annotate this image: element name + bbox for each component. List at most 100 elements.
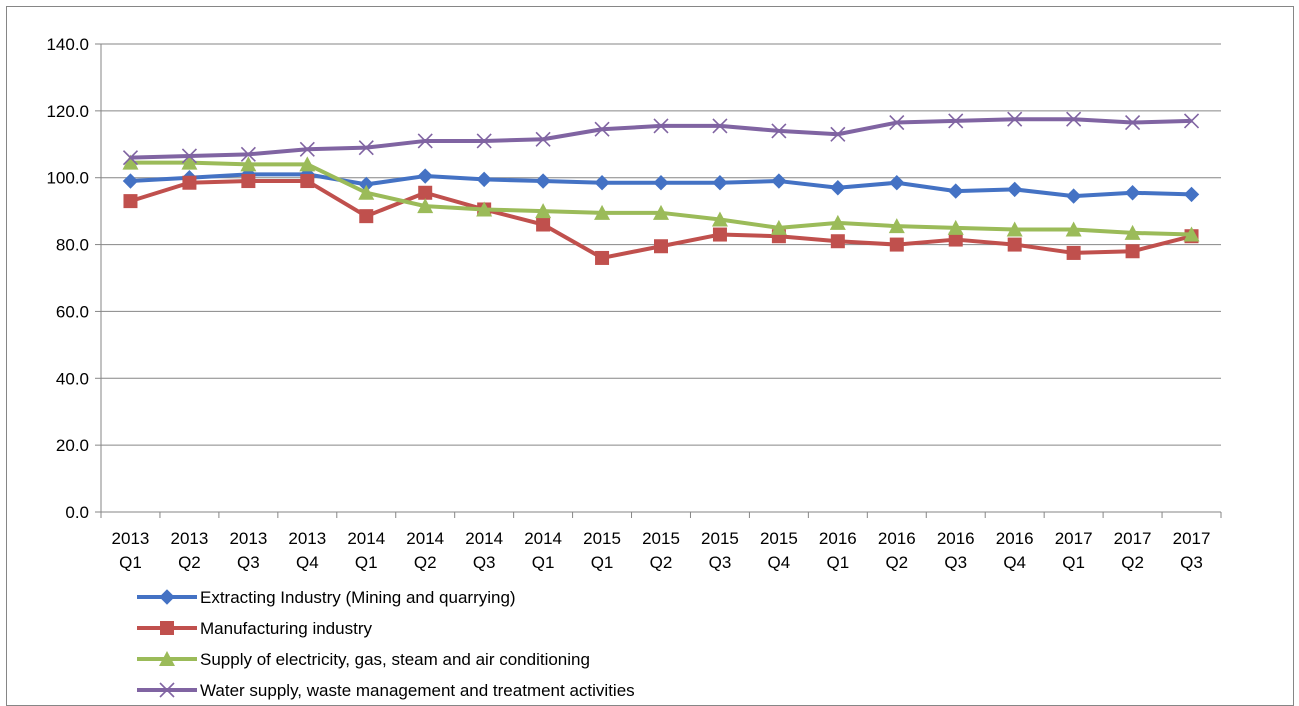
data-point: [535, 173, 551, 189]
legend: Extracting Industry (Mining and quarryin…: [137, 588, 635, 700]
marker-stroke: [122, 150, 139, 166]
data-point: [122, 150, 139, 166]
data-point: [830, 180, 846, 196]
y-tick-label: 100.0: [46, 169, 89, 188]
x-tick-label-year: 2017: [1114, 529, 1152, 548]
marker-stroke: [830, 126, 846, 142]
data-point: [417, 133, 433, 149]
x-tick-label-quarter: Q2: [885, 553, 908, 572]
y-tick-label: 60.0: [56, 302, 89, 321]
x-tick-label-quarter: Q2: [1121, 553, 1144, 572]
data-point: [1066, 245, 1081, 260]
marker-stroke: [594, 121, 610, 137]
data-point: [535, 203, 552, 219]
x-tick-label-year: 2013: [229, 529, 267, 548]
x-tick-label-quarter: Q4: [1003, 553, 1026, 572]
marker-stroke: [159, 682, 175, 698]
data-point: [181, 154, 198, 170]
marker-stroke: [476, 133, 492, 149]
data-point: [358, 140, 374, 156]
data-point: [300, 174, 315, 189]
data-point: [1006, 181, 1023, 198]
y-tick-label: 120.0: [46, 102, 89, 121]
data-point: [948, 232, 963, 247]
x-tick-label-year: 2017: [1173, 529, 1211, 548]
data-point: [595, 250, 610, 265]
data-point: [654, 239, 668, 254]
data-point: [1183, 226, 1200, 242]
x-tick-label-quarter: Q4: [296, 553, 319, 572]
x-tick-label-quarter: Q3: [473, 553, 496, 572]
data-point: [948, 113, 964, 129]
x-tick-label-quarter: Q2: [178, 553, 201, 572]
x-tick-label-quarter: Q1: [591, 553, 614, 572]
y-tick-label: 140.0: [46, 35, 89, 54]
data-point: [359, 209, 374, 224]
x-tick-label-quarter: Q1: [1062, 553, 1085, 572]
data-point: [182, 175, 197, 190]
data-point: [889, 175, 905, 191]
data-point: [536, 217, 551, 232]
x-tick-label-year: 2016: [996, 529, 1034, 548]
data-point: [947, 219, 964, 235]
x-tick-label-quarter: Q1: [355, 553, 378, 572]
data-point: [1065, 188, 1082, 204]
data-point: [1007, 111, 1023, 127]
data-point: [181, 148, 197, 164]
data-point: [770, 219, 787, 235]
data-point: [418, 185, 433, 200]
x-tick-label-year: 2015: [760, 529, 798, 548]
chart-frame: 0.0 20.0 40.0 60.0 80.0 100.0 120.0 140.0 2013 Q…: [6, 6, 1294, 706]
data-point: [476, 171, 492, 188]
data-point: [476, 133, 492, 149]
x-tick-label-year: 2015: [701, 529, 739, 548]
x-tick-label-year: 2014: [465, 529, 503, 548]
x-tick-label-quarter: Q2: [650, 553, 673, 572]
x-tick-label-year: 2016: [937, 529, 975, 548]
data-point: [594, 121, 610, 137]
y-tick-label: 20.0: [56, 436, 89, 455]
data-point: [830, 234, 845, 249]
data-point: [712, 175, 728, 191]
x-tick-label-quarter: Q3: [944, 553, 967, 572]
marker-stroke: [181, 148, 197, 164]
y-axis: 0.0 20.0 40.0 60.0 80.0 100.0 120.0 140.0: [46, 35, 102, 522]
data-point: [1124, 185, 1141, 201]
data-point: [358, 184, 375, 200]
x-tick-label-year: 2014: [524, 529, 562, 548]
legend-label: Supply of electricity, gas, steam and ai…: [200, 650, 590, 669]
x-tick-label-year: 2016: [819, 529, 857, 548]
x-tick-label-quarter: Q1: [826, 553, 849, 572]
data-point: [594, 204, 611, 220]
y-tick-label: 0.0: [65, 503, 89, 522]
marker-stroke: [1125, 114, 1141, 131]
data-point: [711, 211, 728, 227]
marker-stroke: [417, 133, 433, 149]
data-point: [476, 201, 493, 217]
x-tick-label-year: 2013: [171, 529, 209, 548]
legend-item-4: Water supply, waste management and treat…: [137, 681, 635, 700]
data-point: [417, 198, 434, 214]
data-point: [1125, 244, 1140, 259]
y-tick-label: 80.0: [56, 236, 89, 255]
x-tick-label-year: 2014: [347, 529, 385, 548]
series-2: [123, 174, 1199, 265]
data-point: [653, 118, 669, 134]
x-tick-label-quarter: Q3: [709, 553, 732, 572]
data-point: [299, 156, 316, 172]
data-point: [889, 237, 904, 252]
marker-stroke: [948, 113, 964, 129]
series-3: [122, 154, 1200, 242]
legend-label: Extracting Industry (Mining and quarryin…: [200, 588, 516, 607]
data-point: [1125, 114, 1141, 131]
data-point: [712, 227, 727, 242]
data-point: [122, 154, 139, 170]
data-point: [241, 174, 256, 189]
marker-stroke: [535, 131, 551, 147]
series-4: [122, 111, 1200, 166]
legend-item-1: Extracting Industry (Mining and quarryin…: [137, 588, 516, 607]
x-tick-label-year: 2017: [1055, 529, 1093, 548]
legend-label: Water supply, waste management and treat…: [200, 681, 635, 700]
marker-stroke: [299, 141, 315, 157]
data-point: [653, 175, 669, 191]
